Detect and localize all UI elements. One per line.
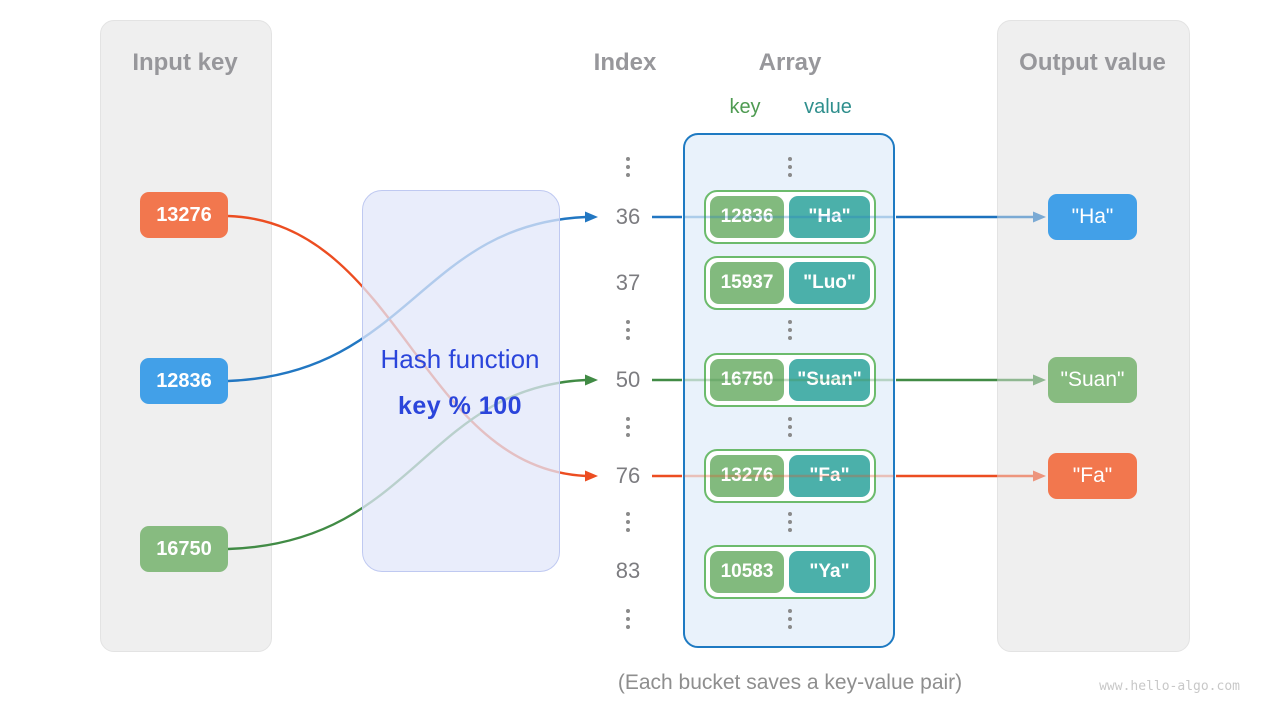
ellipsis-dots (787, 417, 793, 437)
ellipsis-dots (625, 320, 631, 340)
arrowhead-index-76 (585, 470, 598, 482)
array-value-header: value (804, 96, 852, 118)
array-key-header: key (729, 96, 761, 118)
bucket-index-83: 10583 "Ya" (704, 545, 876, 599)
hash-function-label: Hash function (380, 344, 540, 374)
hash-formula: key % 100 (397, 392, 523, 420)
diagram-caption: (Each bucket saves a key-value pair) (617, 671, 963, 694)
bucket-key: 15937 (710, 262, 784, 304)
output-value-ha: "Ha" (1048, 194, 1137, 240)
bucket-value: "Fa" (789, 455, 870, 497)
bucket-index-36: 12836 "Ha" (704, 190, 876, 244)
index-76: 76 (615, 463, 641, 488)
ellipsis-dots (625, 609, 631, 629)
bucket-index-37: 15937 "Luo" (704, 256, 876, 310)
ellipsis-dots (787, 320, 793, 340)
index-50: 50 (615, 367, 641, 392)
bucket-index-76: 13276 "Fa" (704, 449, 876, 503)
arrowhead-index-36 (585, 211, 598, 223)
index-36: 36 (615, 204, 641, 229)
bucket-value: "Luo" (789, 262, 870, 304)
ellipsis-dots (625, 157, 631, 177)
input-key-12836: 12836 (140, 358, 228, 404)
bucket-value: "Ya" (789, 551, 870, 593)
input-key-16750: 16750 (140, 526, 228, 572)
bucket-value: "Suan" (789, 359, 870, 401)
hash-function-box (362, 190, 560, 572)
output-panel-title: Output value (1019, 49, 1166, 76)
ellipsis-dots (625, 417, 631, 437)
index-column-title: Index (593, 49, 657, 76)
index-83: 83 (615, 558, 641, 583)
output-value-suan: "Suan" (1048, 357, 1137, 403)
bucket-value: "Ha" (789, 196, 870, 238)
index-37: 37 (615, 270, 641, 295)
bucket-key: 13276 (710, 455, 784, 497)
ellipsis-dots (787, 512, 793, 532)
bucket-key: 16750 (710, 359, 784, 401)
input-key-13276: 13276 (140, 192, 228, 238)
ellipsis-dots (787, 609, 793, 629)
ellipsis-dots (787, 157, 793, 177)
bucket-key: 10583 (710, 551, 784, 593)
array-title: Array (758, 49, 822, 76)
bucket-index-50: 16750 "Suan" (704, 353, 876, 407)
watermark: www.hello-algo.com (1099, 679, 1240, 694)
input-panel-title: Input key (132, 49, 238, 76)
arrowhead-index-50 (585, 374, 598, 386)
output-value-panel (997, 20, 1190, 652)
bucket-key: 12836 (710, 196, 784, 238)
output-value-fa: "Fa" (1048, 453, 1137, 499)
ellipsis-dots (625, 512, 631, 532)
